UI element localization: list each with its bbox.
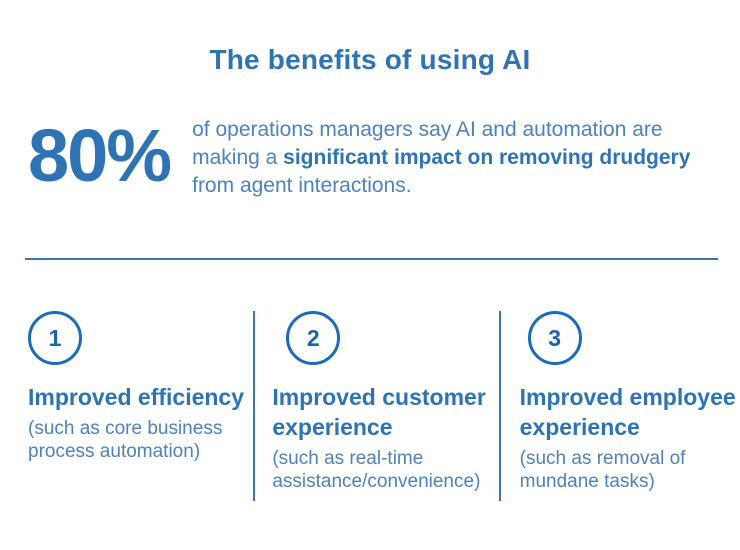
benefit-number-1: 1 [48,324,62,351]
benefits-section: 1 Improved efficiency (such as core busi… [0,311,740,501]
stat-text-regular: of operations managers say AI and automa… [192,118,663,169]
stat-text-emphasis: significant impact on removing drudgery [283,146,691,169]
stat-text-regular-end: from agent interactions. [192,174,412,197]
stat-description: of operations managers say AI and automa… [192,116,727,200]
benefit-title-2: Improved customer experience [272,384,486,440]
benefit-number-circle-2: 2 [286,311,341,365]
benefit-title-1: Improved efficiency [28,384,245,410]
benefit-subtitle-3: (such as removal of mundane tasks) [519,448,686,492]
column-divider-2 [498,311,501,501]
benefit-subtitle-2: (such as real-time assistance/convenienc… [272,448,481,492]
benefit-title-3: Improved employee experience [519,384,736,440]
benefit-column-3: 3 Improved employee experience (such as … [501,311,740,501]
benefit-number-circle-1: 1 [28,311,82,365]
benefit-column-2: 2 Improved customer experience (such as … [255,311,498,501]
stat-value: 80% [28,114,172,197]
stat-section: 80% of operations managers say AI and au… [0,116,740,200]
benefit-number-circle-3: 3 [527,311,582,365]
benefit-number-2: 2 [306,324,320,351]
benefit-number-3: 3 [548,324,562,351]
benefit-subtitle-1: (such as core business process automatio… [28,418,223,462]
section-divider [25,258,718,260]
column-divider-1 [253,311,256,501]
page-title: The benefits of using AI [209,44,531,75]
benefit-column-1: 1 Improved efficiency (such as core busi… [28,311,253,501]
